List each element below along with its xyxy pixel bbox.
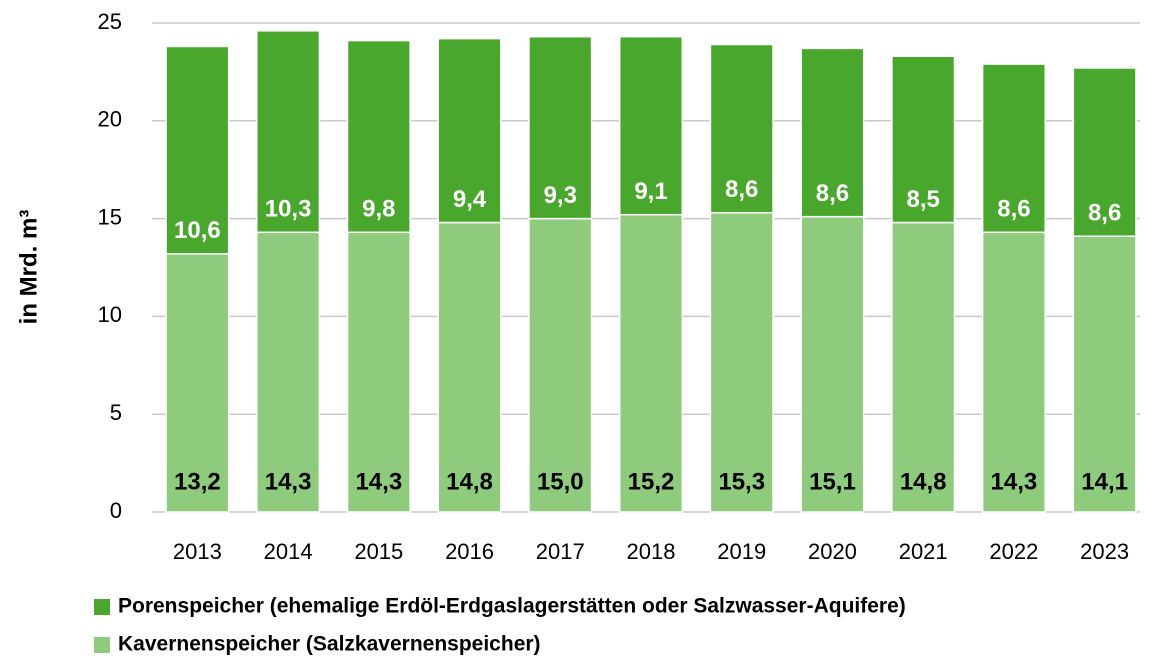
legend-swatch (94, 637, 110, 653)
x-tick-label: 2013 (173, 539, 222, 564)
value-label: 9,8 (362, 196, 395, 223)
bar-segment (1072, 235, 1137, 513)
bar-segment (437, 37, 502, 224)
y-tick-label: 10 (98, 302, 122, 327)
bar-segment (1072, 67, 1137, 237)
value-label: 14,3 (991, 468, 1038, 495)
legend-swatch (94, 599, 110, 615)
x-tick-label: 2021 (899, 539, 948, 564)
value-label: 9,4 (453, 186, 487, 213)
x-tick-label: 2023 (1080, 539, 1129, 564)
bar-segment (891, 221, 956, 513)
x-tick-label: 2018 (627, 539, 676, 564)
value-label: 15,1 (809, 468, 856, 495)
legend-label: Kavernenspeicher (Salzkavernenspeicher) (118, 633, 541, 656)
legend-label: Porenspeicher (ehemalige Erdöl-Erdgaslag… (118, 595, 906, 618)
bar-segment (891, 55, 956, 224)
x-tick-label: 2022 (989, 539, 1038, 564)
value-label: 8,6 (816, 180, 849, 207)
bar-segment (165, 253, 230, 513)
value-label: 15,0 (537, 468, 584, 495)
x-tick-label: 2014 (264, 539, 313, 564)
bar-segment (981, 63, 1046, 234)
value-label: 14,8 (446, 468, 493, 495)
value-label: 15,2 (628, 468, 675, 495)
bar-segment (437, 221, 502, 513)
y-tick-label: 0 (110, 498, 122, 523)
value-label: 8,5 (906, 186, 939, 213)
value-label: 8,6 (997, 196, 1030, 223)
y-axis-label: in Mrd. m³ (15, 210, 42, 325)
value-label: 14,3 (265, 468, 312, 495)
value-label: 15,3 (718, 468, 765, 495)
x-tick-label: 2020 (808, 539, 857, 564)
bar-segment (528, 35, 593, 220)
value-label: 8,6 (1088, 200, 1121, 227)
bar-segment (709, 43, 774, 214)
bar-segment (256, 30, 321, 234)
value-label: 8,6 (725, 176, 758, 203)
x-tick-label: 2019 (717, 539, 766, 564)
bar-segment (618, 213, 684, 513)
value-label: 9,1 (634, 178, 667, 205)
value-label: 10,3 (265, 196, 312, 223)
y-tick-label: 5 (110, 400, 122, 425)
y-tick-label: 20 (98, 107, 122, 132)
bar-segment (346, 231, 411, 513)
bar-segment (800, 47, 865, 218)
value-label: 9,3 (544, 182, 577, 209)
bar-segment (800, 215, 865, 513)
x-tick-label: 2015 (354, 539, 403, 564)
bar-segment (346, 39, 411, 234)
value-label: 13,2 (174, 468, 221, 495)
y-tick-label: 15 (98, 204, 122, 229)
value-label: 14,8 (900, 468, 947, 495)
bar-segment (165, 45, 230, 255)
value-label: 14,1 (1081, 468, 1128, 495)
x-tick-label: 2016 (445, 539, 494, 564)
value-label: 10,6 (174, 217, 221, 244)
y-tick-label: 25 (98, 9, 122, 34)
bar-segment (256, 231, 321, 513)
bar-segment (528, 217, 593, 513)
value-label: 14,3 (355, 468, 402, 495)
x-tick-label: 2017 (536, 539, 585, 564)
bar-segment (709, 211, 774, 513)
bar-segment (618, 35, 684, 216)
